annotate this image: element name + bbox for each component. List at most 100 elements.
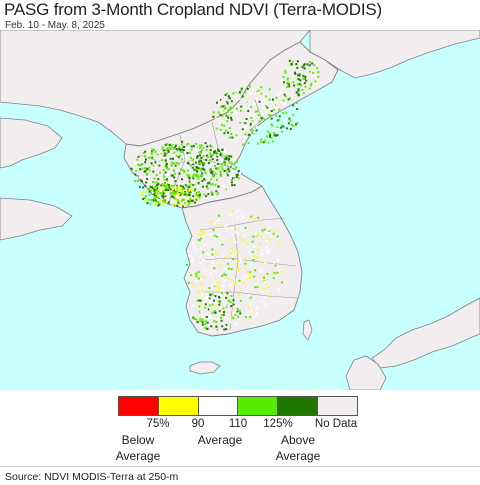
ndvi-pixel <box>188 152 191 155</box>
ndvi-pixel <box>145 158 147 161</box>
ndvi-pixel <box>144 161 147 164</box>
ndvi-pixel <box>161 204 164 207</box>
ndvi-pixel <box>274 134 277 137</box>
ndvi-pixel <box>218 233 221 236</box>
ndvi-pixel <box>174 172 177 175</box>
ndvi-pixel <box>314 80 317 83</box>
ndvi-pixel <box>219 306 222 309</box>
ndvi-pixel <box>263 228 266 231</box>
ndvi-pixel <box>281 110 284 113</box>
ndvi-pixel <box>251 128 254 131</box>
ndvi-pixel <box>144 170 147 173</box>
ndvi-pixel <box>235 170 238 173</box>
ndvi-pixel <box>255 126 258 129</box>
ndvi-pixel <box>224 174 227 177</box>
ndvi-pixel <box>262 141 265 144</box>
ndvi-pixel <box>161 202 164 205</box>
ndvi-pixel <box>223 170 226 172</box>
ndvi-pixel <box>224 304 227 307</box>
ndvi-pixel <box>295 102 298 105</box>
ndvi-pixel <box>230 116 232 119</box>
ndvi-pixel <box>274 107 277 110</box>
ndvi-pixel <box>239 236 241 239</box>
ndvi-pixel <box>261 229 264 232</box>
ndvi-pixel <box>280 126 283 129</box>
ndvi-pixel <box>181 140 183 143</box>
ndvi-pixel <box>243 276 246 279</box>
ndvi-pixel <box>264 139 267 142</box>
ndvi-pixel <box>194 161 197 164</box>
ndvi-pixel <box>280 281 283 284</box>
ndvi-pixel <box>239 109 242 112</box>
ndvi-pixel <box>260 235 263 238</box>
ndvi-pixel <box>251 315 254 318</box>
ndvi-pixel <box>295 104 298 107</box>
ndvi-pixel <box>229 238 232 241</box>
ndvi-pixel <box>268 238 271 241</box>
ndvi-pixel <box>190 179 193 182</box>
ndvi-pixel <box>220 314 223 317</box>
ndvi-pixel <box>187 203 190 206</box>
ndvi-pixel <box>240 130 243 133</box>
ndvi-pixel <box>156 184 158 187</box>
ndvi-pixel <box>218 310 221 313</box>
ndvi-pixel <box>212 261 214 264</box>
ndvi-pixel <box>203 295 206 298</box>
ndvi-pixel <box>265 240 268 242</box>
ndvi-pixel <box>227 158 230 161</box>
ndvi-pixel <box>254 286 257 289</box>
ndvi-pixel <box>144 150 147 153</box>
ndvi-pixel <box>268 135 271 138</box>
ndvi-pixel <box>209 301 212 304</box>
ndvi-pixel <box>228 182 230 184</box>
ndvi-pixel <box>302 64 305 67</box>
ndvi-pixel <box>237 117 240 120</box>
ndvi-pixel <box>249 122 252 125</box>
ndvi-pixel <box>188 180 191 183</box>
ndvi-pixel <box>177 163 180 166</box>
ndvi-pixel <box>165 163 168 165</box>
ndvi-pixel <box>207 308 210 311</box>
ndvi-pixel <box>280 101 283 104</box>
ndvi-pixel <box>166 191 169 194</box>
ndvi-pixel <box>202 155 205 157</box>
legend-above-average-label: Above Average <box>275 433 321 463</box>
ndvi-pixel <box>253 135 256 138</box>
ndvi-pixel <box>207 253 210 256</box>
ndvi-pixel <box>298 73 301 76</box>
ndvi-pixel <box>167 189 169 192</box>
ndvi-pixel <box>204 171 207 174</box>
ndvi-pixel <box>225 308 227 311</box>
ndvi-pixel <box>153 192 156 195</box>
ndvi-pixel <box>297 88 300 91</box>
ndvi-pixel <box>203 296 206 299</box>
ndvi-pixel <box>153 188 156 191</box>
ndvi-pixel <box>212 171 215 173</box>
ndvi-pixel <box>152 181 154 183</box>
ndvi-pixel <box>276 271 279 274</box>
ndvi-pixel <box>223 324 226 327</box>
ndvi-pixel <box>197 191 200 193</box>
ndvi-pixel <box>211 172 214 175</box>
ndvi-pixel <box>206 327 209 330</box>
ndvi-pixel <box>158 164 161 167</box>
ndvi-pixel <box>251 88 254 91</box>
ndvi-pixel <box>245 257 248 259</box>
ndvi-pixel <box>156 181 159 184</box>
ndvi-pixel <box>233 184 236 187</box>
ndvi-pixel <box>188 199 191 202</box>
ndvi-pixel <box>294 72 297 75</box>
ndvi-pixel <box>218 300 221 303</box>
ndvi-pixel <box>204 172 207 175</box>
ndvi-pixel <box>187 254 190 257</box>
ndvi-pixel <box>236 307 239 310</box>
ndvi-pixel <box>213 279 216 282</box>
ndvi-pixel <box>221 149 224 151</box>
footer-divider <box>0 466 480 467</box>
ndvi-pixel <box>186 152 189 154</box>
ndvi-pixel <box>206 197 209 200</box>
ndvi-pixel <box>209 233 212 236</box>
ndvi-pixel <box>222 105 224 108</box>
ndvi-pixel <box>144 166 147 169</box>
ndvi-pixel <box>272 232 275 235</box>
